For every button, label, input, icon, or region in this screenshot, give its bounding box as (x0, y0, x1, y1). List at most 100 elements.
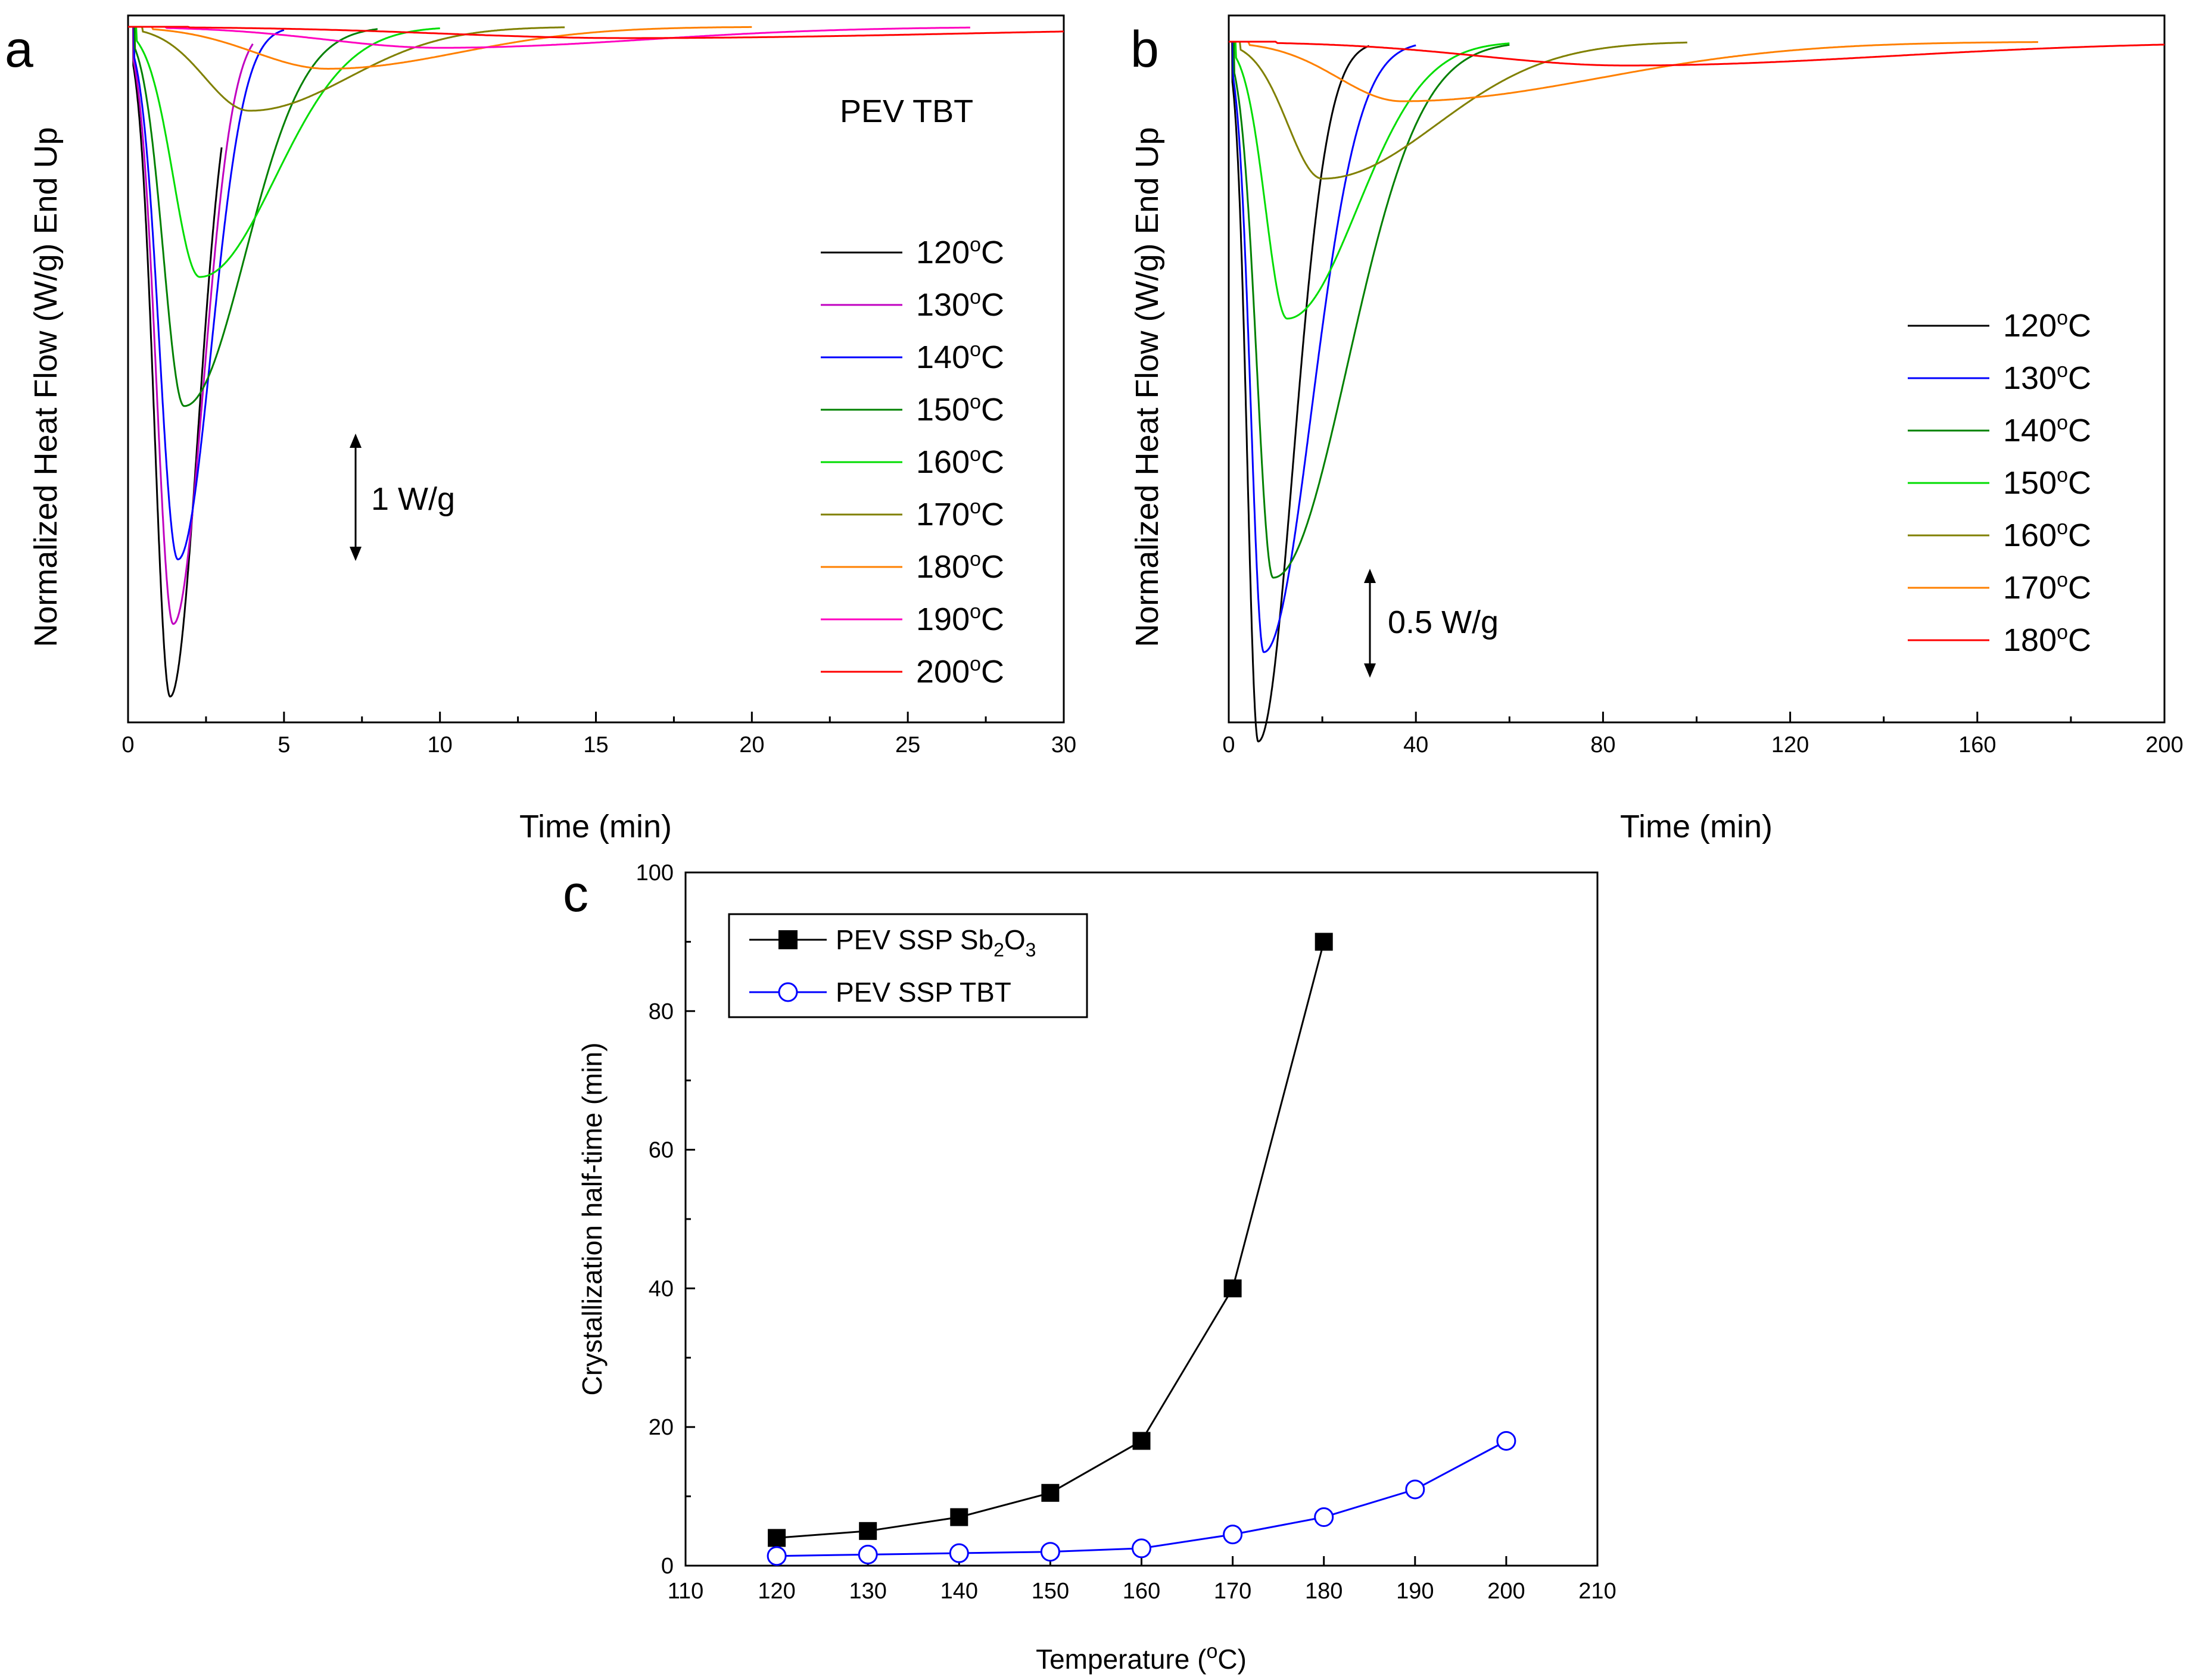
x-tick-label: 160 (1958, 733, 1996, 758)
dsc-curve-120 (128, 26, 223, 698)
scale-bar-arrowheads (350, 434, 362, 561)
panel-c-legend: PEV SSP Sb2O3 PEV SSP TBT (728, 913, 1088, 1018)
panel-a-chart: 0 5 10 15 20 25 30 120oC 130oC 140oC 150oC 160oC 17… (28, 14, 1076, 844)
x-tick-label: 120 (758, 1579, 795, 1604)
panel-b-legend: 120oC 130oC 140oC 150oC 160oC 170oC 180oC (1908, 307, 2091, 658)
panel-c-series (767, 933, 1516, 1566)
dsc-curve-160 (1229, 40, 1687, 180)
legend-label-120: 120oC (2003, 307, 2091, 344)
panel-b-curves (1229, 40, 2165, 743)
legend-label-180: 180oC (2003, 621, 2091, 658)
data-point-square (1041, 1483, 1060, 1502)
data-point-circle (1223, 1525, 1243, 1545)
legend-label-sb2o3: PEV SSP Sb2O3 (836, 924, 1036, 961)
panel-a-scale-bar: 1 W/g (350, 434, 455, 561)
data-point-square (1132, 1432, 1151, 1450)
x-tick-label: 15 (583, 733, 608, 758)
data-point-circle (1314, 1507, 1334, 1528)
x-tick-label: 180 (1305, 1579, 1343, 1604)
panel-c-y-label: Crystallization half-time (min) (577, 1042, 608, 1395)
x-tick-label: 200 (2145, 733, 2183, 758)
x-tick-label: 210 (1578, 1579, 1616, 1604)
panel-b-y-label: Normalized Heat Flow (W/g) End Up (1129, 127, 1165, 647)
legend-label-150: 150oC (2003, 464, 2091, 501)
data-point-circle (858, 1544, 878, 1564)
x-tick-label: 120 (1771, 733, 1809, 758)
legend-marker-sb2o3 (778, 930, 798, 949)
legend-label-150: 150oC (916, 391, 1004, 428)
dsc-curve-150 (128, 26, 378, 407)
data-point-square (950, 1508, 968, 1526)
x-tick-label: 30 (1051, 733, 1076, 758)
dsc-curve-130 (1229, 40, 1416, 653)
x-tick-label: 110 (668, 1579, 704, 1604)
dsc-curve-120 (1229, 40, 1370, 743)
panel-a-y-label: Normalized Heat Flow (W/g) End Up (28, 127, 64, 647)
dsc-curve-140 (128, 26, 285, 560)
legend-label-180: 180oC (916, 548, 1004, 585)
x-tick-label: 130 (849, 1579, 886, 1604)
legend-label-140: 140oC (2003, 412, 2091, 448)
x-tick-label: 140 (940, 1579, 978, 1604)
y-tick-label: 0 (661, 1554, 674, 1579)
panel-b-x-label: Time (min) (1620, 809, 1773, 844)
panel-a-x-ticks: 0 5 10 15 20 25 30 (122, 712, 1076, 758)
x-tick-label: 160 (1123, 1579, 1160, 1604)
x-tick-label: 200 (1487, 1579, 1525, 1604)
y-tick-label: 100 (636, 861, 674, 886)
legend-label-170: 170oC (916, 495, 1004, 532)
x-tick-label: 10 (428, 733, 453, 758)
legend-label-120: 120oC (916, 233, 1004, 270)
dsc-curve-150 (1229, 40, 1510, 320)
y-tick-label: 80 (649, 999, 674, 1024)
data-point-circle (1132, 1538, 1151, 1559)
data-point-square (1315, 933, 1333, 951)
dsc-curve-130 (128, 26, 254, 625)
panel-c-x-label: Temperature (oC) (1036, 1640, 1247, 1675)
x-tick-label: 40 (1403, 733, 1428, 758)
y-tick-label: 40 (649, 1276, 674, 1301)
series-line-0 (776, 942, 1325, 1539)
legend-label-160: 160oC (916, 443, 1004, 480)
legend-label-130: 130oC (916, 286, 1004, 323)
x-tick-label: 190 (1396, 1579, 1434, 1604)
x-tick-label: 0 (1222, 733, 1235, 758)
panel-c-chart: 110 120 130 140 150 160 170 180 190 200 210 0 20 40 60… (577, 861, 1616, 1675)
panel-b-scale-label: 0.5 W/g (1388, 604, 1499, 640)
dsc-curve-140 (1229, 40, 1510, 579)
x-tick-label: 80 (1590, 733, 1615, 758)
x-tick-label: 25 (895, 733, 920, 758)
x-tick-label: 0 (122, 733, 134, 758)
dsc-curve-190 (128, 26, 970, 49)
dsc-curve-180 (128, 26, 752, 70)
x-tick-label: 170 (1214, 1579, 1251, 1604)
legend-label-170: 170oC (2003, 569, 2091, 606)
data-point-circle (767, 1546, 787, 1566)
legend-label-140: 140oC (916, 338, 1004, 375)
panel-a-letter: a (5, 21, 33, 78)
panel-b-letter: b (1130, 21, 1159, 78)
panel-b-x-ticks: 0 40 80 120 160 200 (1222, 712, 2184, 758)
dsc-curve-170 (1229, 40, 2038, 102)
data-point-square (768, 1529, 786, 1547)
panel-b-scale-bar: 0.5 W/g (1364, 569, 1499, 678)
dsc-curve-160 (128, 26, 440, 278)
panel-a-annotation: PEV TBT (840, 93, 973, 129)
legend-marker-tbt (778, 982, 798, 1002)
data-point-circle (949, 1543, 969, 1563)
dsc-curve-180 (1229, 40, 2165, 67)
legend-label-190: 190oC (916, 600, 1004, 637)
legend-label-130: 130oC (2003, 359, 2091, 396)
x-tick-label: 20 (739, 733, 764, 758)
legend-label-200: 200oC (916, 653, 1004, 690)
panel-a-curves (128, 26, 1064, 698)
panel-a-x-label: Time (min) (519, 809, 672, 844)
data-point-circle (1405, 1479, 1425, 1500)
legend-label-tbt: PEV SSP TBT (836, 977, 1011, 1008)
dsc-curve-200 (128, 26, 1064, 39)
x-tick-label: 5 (278, 733, 290, 758)
data-point-square (1223, 1279, 1242, 1298)
panel-a-scale-label: 1 W/g (371, 481, 455, 517)
panel-c-letter: c (563, 865, 588, 922)
